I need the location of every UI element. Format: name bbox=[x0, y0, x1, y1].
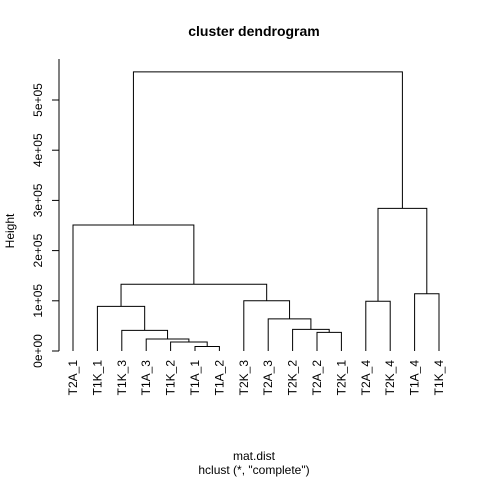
y-tick-label: 3e+05 bbox=[31, 183, 45, 217]
leaf-label: T2A_2 bbox=[310, 360, 324, 396]
leaf-label: T2K_1 bbox=[334, 360, 348, 396]
dendrogram-branch bbox=[377, 207, 428, 302]
leaf-label: T1K_4 bbox=[432, 360, 446, 396]
leaf-label: T1A_2 bbox=[212, 360, 226, 396]
dendrogram-branch bbox=[72, 224, 195, 351]
dendrogram-branch bbox=[316, 331, 342, 351]
x-axis-label: mat.dist bbox=[233, 449, 276, 463]
y-tick-label: 4e+05 bbox=[31, 133, 45, 167]
leaf-label: T1K_1 bbox=[90, 360, 104, 396]
dendrogram-branch bbox=[243, 300, 291, 351]
y-axis: 0e+00 1e+05 2e+05 3e+05 4e+05 5e+05 bbox=[31, 59, 60, 368]
dendrogram-branch bbox=[121, 329, 169, 351]
y-tick-label: 2e+05 bbox=[31, 233, 45, 267]
dendrogram-branch bbox=[120, 283, 268, 307]
y-tick-label: 5e+05 bbox=[31, 83, 45, 117]
leaf-label: T2A_1 bbox=[66, 360, 80, 396]
dendrogram-branch bbox=[194, 345, 220, 351]
leaf-label: T2K_4 bbox=[383, 360, 397, 396]
leaf-labels: T2A_1 T1K_1 T1K_3 T1A_3 T1K_2 T1A_1 T1A_2 T2K_3… bbox=[66, 360, 446, 396]
y-axis-label: Height bbox=[3, 213, 17, 248]
leaf-label: T2A_3 bbox=[261, 360, 275, 396]
y-tick-label: 1e+05 bbox=[31, 284, 45, 318]
dendrogram-branch bbox=[145, 338, 190, 351]
leaf-label: T1A_1 bbox=[188, 360, 202, 396]
dendrogram-branches bbox=[72, 71, 440, 351]
leaf-label: T2K_2 bbox=[286, 360, 300, 396]
y-tick-label: 0e+00 bbox=[31, 334, 45, 368]
chart-title: cluster dendrogram bbox=[188, 23, 319, 39]
dendrogram-branch bbox=[96, 305, 146, 351]
dendrogram-branch bbox=[267, 318, 312, 351]
leaf-label: T1A_3 bbox=[139, 360, 153, 396]
dendrogram-branch bbox=[132, 71, 403, 225]
leaf-label: T1A_4 bbox=[408, 360, 422, 396]
dendrogram-branch bbox=[414, 293, 440, 351]
leaf-label: T1K_2 bbox=[164, 360, 178, 396]
leaf-label: T2A_4 bbox=[359, 360, 373, 396]
dendrogram-branch bbox=[365, 300, 391, 351]
leaf-label: T1K_3 bbox=[115, 360, 129, 396]
leaf-label: T2K_3 bbox=[237, 360, 251, 396]
method-subtitle: hclust (*, "complete") bbox=[198, 463, 309, 477]
